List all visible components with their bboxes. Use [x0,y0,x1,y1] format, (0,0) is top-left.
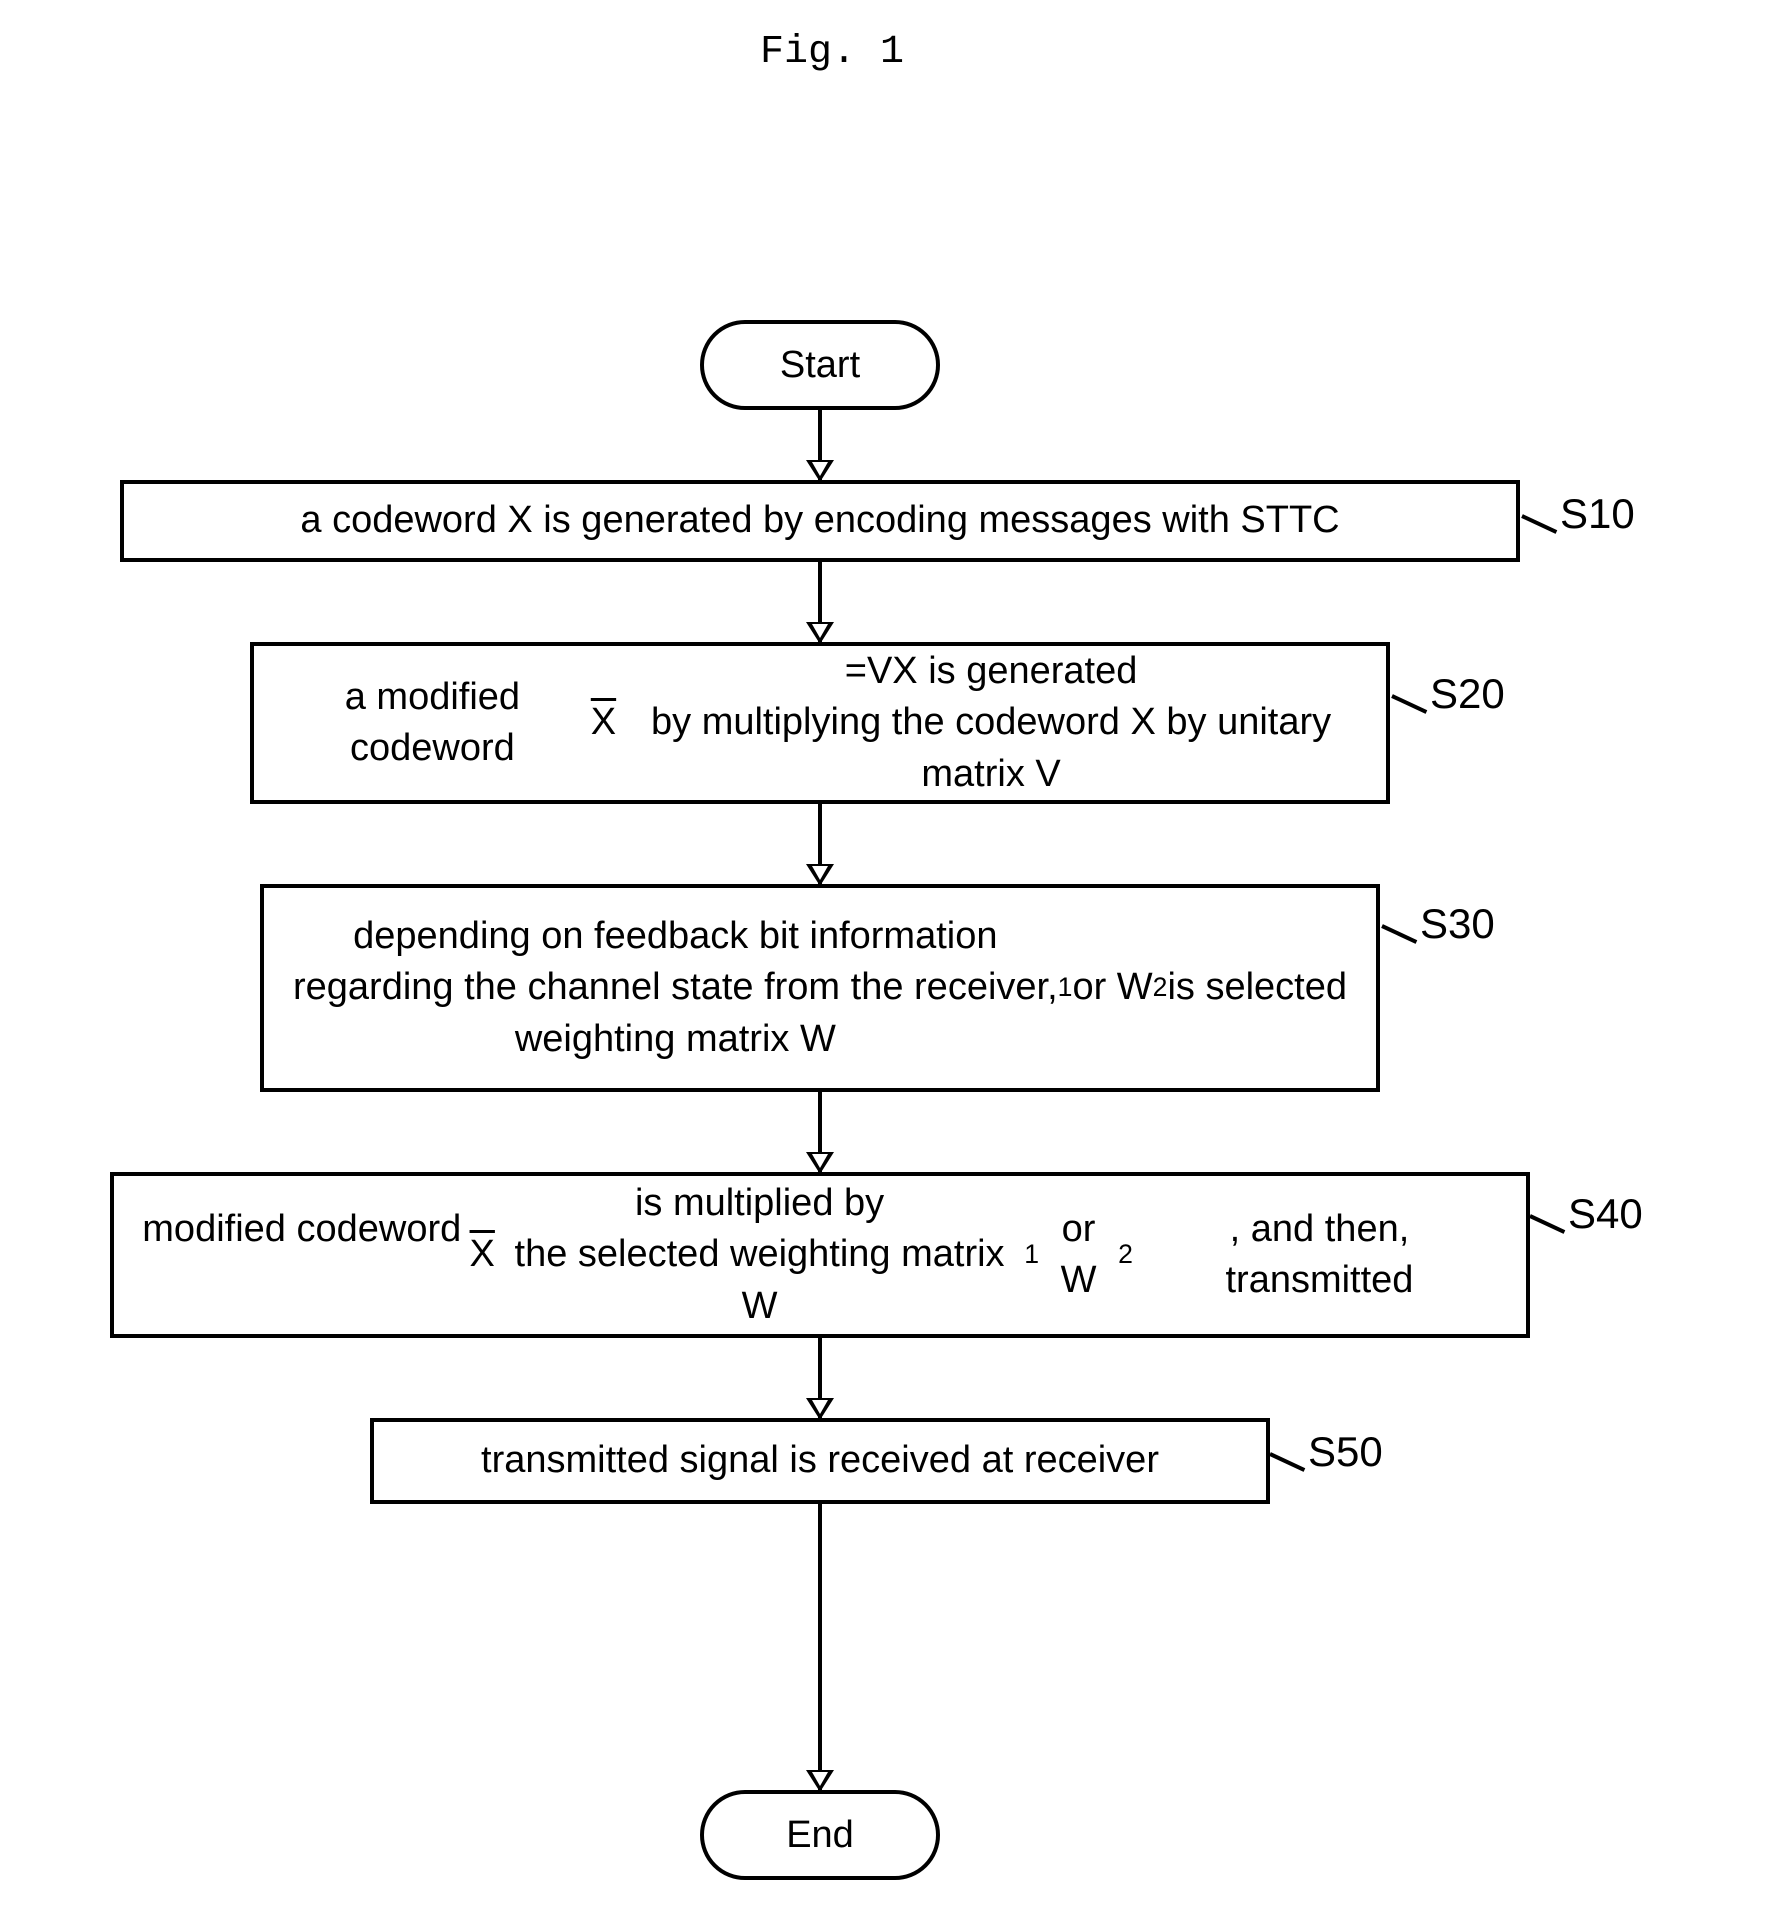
step-id-text: S50 [1308,1428,1383,1475]
label-tick-icon [1391,694,1427,714]
label-tick-icon [1269,1452,1305,1472]
label-tick-icon [1529,1214,1565,1234]
label-tick-icon [1521,514,1557,534]
arrow-3 [818,1092,822,1172]
arrow-6 [818,1504,822,1790]
figure-title: Fig. 1 [760,30,904,75]
step-id-text: S20 [1430,670,1505,717]
arrow-2 [818,804,822,884]
arrow-1 [818,562,822,642]
arrow-4 [818,1338,822,1418]
process-s50: transmitted signal is received at receiv… [370,1418,1270,1504]
process-s40: modified codeword X is multiplied bythe … [110,1172,1530,1338]
terminator-start: Start [700,320,940,410]
arrow-0 [818,410,822,480]
step-id-text: S40 [1568,1190,1643,1237]
step-label-s40: S40 [1568,1190,1643,1238]
step-id-text: S10 [1560,490,1635,537]
step-label-s50: S50 [1308,1428,1383,1476]
process-s20: a modified codeword X=VX is generatedby … [250,642,1390,804]
step-label-s30: S30 [1420,900,1495,948]
terminator-end: End [700,1790,940,1880]
process-s30: depending on feedback bit informationreg… [260,884,1380,1092]
step-id-text: S30 [1420,900,1495,947]
step-label-s10: S10 [1560,490,1635,538]
label-tick-icon [1381,924,1417,944]
step-label-s20: S20 [1430,670,1505,718]
process-s10: a codeword X is generated by encoding me… [120,480,1520,562]
